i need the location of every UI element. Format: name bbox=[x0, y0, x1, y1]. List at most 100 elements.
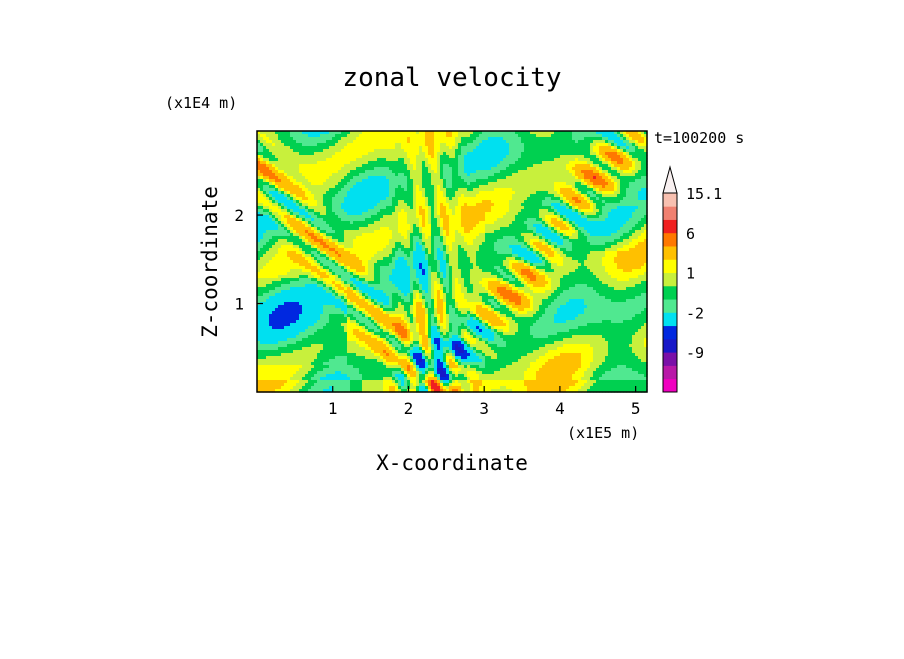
field-cell bbox=[587, 215, 591, 219]
field-cell bbox=[317, 143, 321, 147]
field-cell bbox=[470, 152, 474, 156]
field-cell bbox=[458, 131, 462, 135]
field-cell bbox=[317, 185, 321, 189]
field-cell bbox=[374, 185, 378, 189]
field-cell bbox=[308, 221, 312, 225]
field-cell bbox=[590, 191, 594, 195]
field-cell bbox=[500, 200, 504, 204]
field-cell bbox=[599, 194, 603, 198]
field-cell bbox=[446, 182, 450, 186]
field-cell bbox=[638, 137, 642, 141]
field-cell bbox=[401, 197, 405, 201]
field-cell bbox=[269, 212, 273, 216]
field-cell bbox=[497, 176, 501, 180]
field-cell bbox=[452, 182, 456, 186]
field-cell bbox=[413, 161, 417, 165]
field-cell bbox=[344, 161, 348, 165]
field-cell bbox=[380, 179, 384, 183]
field-cell bbox=[554, 158, 558, 162]
field-cell bbox=[524, 197, 528, 201]
field-cell bbox=[281, 218, 285, 222]
field-cell bbox=[278, 173, 282, 177]
field-cell bbox=[602, 218, 606, 222]
field-cell bbox=[305, 134, 309, 138]
field-cell bbox=[539, 170, 543, 174]
field-cell bbox=[614, 167, 618, 171]
field-cell bbox=[293, 200, 297, 204]
field-cell bbox=[323, 146, 327, 150]
field-cell bbox=[314, 179, 318, 183]
field-cell bbox=[359, 212, 363, 216]
field-cell bbox=[515, 185, 519, 189]
field-cell bbox=[530, 152, 534, 156]
field-cell bbox=[299, 140, 303, 144]
field-cell bbox=[449, 176, 453, 180]
field-cell bbox=[341, 167, 345, 171]
field-cell bbox=[437, 182, 441, 186]
field-cell bbox=[272, 143, 276, 147]
field-cell bbox=[569, 200, 573, 204]
field-cell bbox=[278, 140, 282, 144]
field-cell bbox=[611, 176, 615, 180]
field-cell bbox=[317, 176, 321, 180]
field-cell bbox=[473, 131, 477, 135]
field-cell bbox=[311, 194, 315, 198]
field-cell bbox=[323, 224, 327, 228]
field-cell bbox=[611, 155, 615, 159]
field-cell bbox=[410, 131, 414, 135]
field-cell bbox=[296, 152, 300, 156]
field-cell bbox=[434, 221, 438, 225]
field-cell bbox=[485, 212, 489, 216]
field-cell bbox=[584, 215, 588, 219]
field-cell bbox=[275, 215, 279, 219]
field-cell bbox=[380, 206, 384, 210]
field-cell bbox=[494, 140, 498, 144]
field-cell bbox=[635, 185, 639, 189]
field-cell bbox=[329, 194, 333, 198]
field-cell bbox=[320, 161, 324, 165]
field-cell bbox=[581, 212, 585, 216]
field-cell bbox=[377, 185, 381, 189]
field-cell bbox=[506, 146, 510, 150]
field-cell bbox=[344, 152, 348, 156]
field-cell bbox=[584, 146, 588, 150]
field-cell bbox=[635, 182, 639, 186]
field-cell bbox=[566, 149, 570, 153]
field-cell bbox=[314, 170, 318, 174]
field-cell bbox=[455, 155, 459, 159]
field-cell bbox=[599, 221, 603, 225]
field-cell bbox=[338, 149, 342, 153]
field-cell bbox=[377, 149, 381, 153]
field-cell bbox=[542, 152, 546, 156]
field-cell bbox=[374, 179, 378, 183]
field-cell bbox=[461, 215, 465, 219]
field-cell bbox=[473, 134, 477, 138]
field-cell bbox=[335, 131, 339, 135]
field-cell bbox=[473, 170, 477, 174]
field-cell bbox=[470, 179, 474, 183]
field-cell bbox=[617, 218, 621, 222]
field-cell bbox=[353, 179, 357, 183]
field-cell bbox=[593, 203, 597, 207]
field-cell bbox=[584, 164, 588, 168]
field-cell bbox=[296, 149, 300, 153]
field-cell bbox=[584, 167, 588, 171]
field-cell bbox=[296, 173, 300, 177]
field-cell bbox=[509, 164, 513, 168]
field-cell bbox=[455, 188, 459, 192]
field-cell bbox=[344, 176, 348, 180]
field-cell bbox=[527, 170, 531, 174]
field-cell bbox=[614, 200, 618, 204]
field-cell bbox=[482, 200, 486, 204]
field-cell bbox=[263, 188, 267, 192]
field-cell bbox=[566, 143, 570, 147]
field-cell bbox=[473, 173, 477, 177]
field-cell bbox=[491, 185, 495, 189]
field-cell bbox=[599, 191, 603, 195]
field-cell bbox=[278, 197, 282, 201]
field-cell bbox=[491, 164, 495, 168]
field-cell bbox=[335, 188, 339, 192]
field-cell bbox=[467, 179, 471, 183]
field-cell bbox=[599, 179, 603, 183]
